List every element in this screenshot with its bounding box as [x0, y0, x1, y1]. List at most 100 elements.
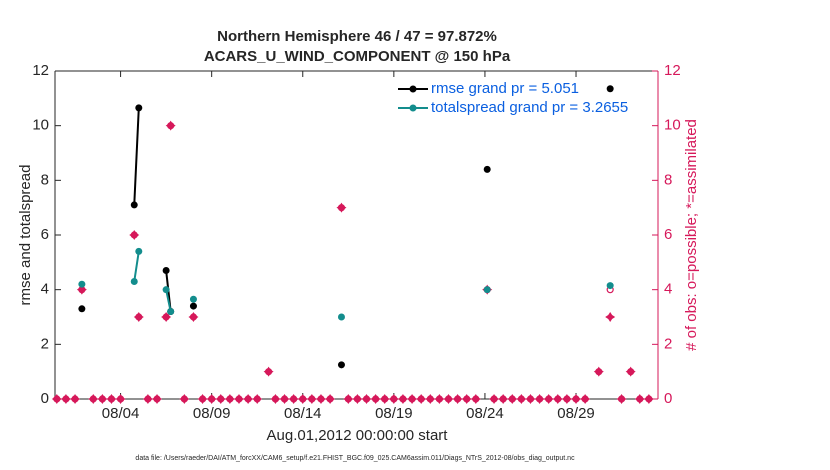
y-tick-label: 0: [41, 390, 49, 407]
series-marker: [135, 104, 143, 112]
series-marker: [483, 165, 491, 173]
assimilated-obs-marker: [434, 394, 445, 404]
assimilated-obs-marker: [379, 394, 390, 404]
series-marker: [337, 361, 345, 369]
y2-tick-label: 10: [664, 117, 681, 134]
assimilated-obs-marker: [234, 394, 244, 404]
y-tick-label: 12: [32, 62, 49, 79]
series-marker: [189, 295, 197, 303]
series-marker: [162, 267, 170, 275]
assimilated-obs-marker: [133, 312, 144, 322]
assimilated-obs-marker: [97, 394, 108, 404]
assimilated-obs-marker: [343, 394, 354, 404]
series-marker: [167, 308, 175, 316]
assimilated-obs-marker: [625, 366, 636, 377]
y-tick-label: 8: [41, 171, 49, 188]
series-marker: [78, 280, 86, 288]
assimilated-obs-marker: [580, 394, 591, 404]
assimilated-obs-marker: [534, 394, 545, 404]
assimilated-obs-marker: [498, 394, 509, 404]
assimilated-obs-marker: [470, 394, 481, 404]
series-marker: [130, 277, 138, 285]
assimilated-obs-marker: [452, 394, 463, 404]
assimilated-obs-marker: [129, 230, 140, 240]
assimilated-obs-marker: [552, 394, 563, 404]
assimilated-obs-marker: [252, 394, 263, 404]
assimilated-obs-marker: [161, 312, 172, 322]
assimilated-obs-marker: [51, 394, 62, 404]
legend-label: totalspread grand pr = 3.2655: [431, 99, 628, 116]
assimilated-obs-marker: [507, 394, 518, 404]
series-marker: [78, 305, 86, 313]
footnote: data file: /Users/raeder/DAI/ATM_forcXX/…: [135, 455, 575, 462]
x-tick-label: 08/04: [102, 405, 140, 422]
assimilated-obs-marker: [616, 394, 627, 404]
x-tick-label: 08/19: [375, 405, 413, 422]
legend-marker: [409, 85, 417, 93]
y-tick-label: 6: [41, 226, 49, 243]
assimilated-obs-marker: [270, 394, 281, 404]
assimilated-obs-marker: [315, 394, 326, 404]
assimilated-obs-marker: [263, 366, 274, 377]
assimilated-obs-marker: [88, 394, 99, 404]
assimilated-obs-marker: [370, 394, 381, 404]
assimilated-obs-marker: [224, 394, 235, 404]
assimilated-obs-marker: [76, 284, 87, 295]
assimilated-obs-marker: [525, 394, 536, 404]
assimilated-obs-marker: [407, 394, 418, 404]
x-tick-label: 08/09: [193, 405, 231, 422]
legend-marker: [409, 104, 417, 112]
series-marker: [135, 247, 143, 255]
series-marker: [483, 286, 491, 294]
chart-title: Northern Hemisphere 46 / 47 = 97.872%: [217, 28, 497, 45]
y-tick-label: 10: [32, 117, 49, 134]
assimilated-obs-marker: [288, 394, 299, 404]
assimilated-obs-marker: [443, 394, 454, 404]
y-tick-label: 2: [41, 335, 49, 352]
assimilated-obs-marker: [206, 394, 217, 404]
assimilated-obs-marker: [165, 120, 176, 131]
assimilated-obs-marker: [397, 394, 408, 404]
assimilated-obs-marker: [361, 394, 372, 404]
y2-tick-label: 2: [664, 335, 672, 352]
x-axis-label: Aug.01,2012 00:00:00 start: [267, 427, 449, 444]
assimilated-obs-marker: [279, 394, 290, 404]
assimilated-obs-marker: [115, 394, 126, 404]
plot-area: [55, 71, 658, 399]
y-tick-label: 4: [41, 281, 49, 298]
series-marker: [189, 302, 197, 310]
series-marker: [606, 85, 614, 93]
y-axis-label: rmse and totalspread: [17, 165, 34, 306]
assimilated-obs-marker: [643, 394, 654, 404]
series-marker: [337, 313, 345, 321]
assimilated-obs-marker: [179, 394, 190, 404]
x-tick-label: 08/29: [557, 405, 595, 422]
y2-tick-label: 4: [664, 281, 672, 298]
x-tick-label: 08/24: [466, 405, 504, 422]
assimilated-obs-marker: [188, 312, 199, 322]
assimilated-obs-marker: [352, 394, 363, 404]
legend-label: rmse grand pr = 5.051: [431, 80, 579, 97]
assimilated-obs-marker: [70, 394, 81, 404]
assimilated-obs-marker: [416, 394, 427, 404]
series-marker: [606, 282, 614, 290]
series-marker: [162, 286, 170, 294]
assimilated-obs-marker: [336, 202, 347, 213]
assimilated-obs-marker: [516, 394, 527, 404]
y2-tick-label: 0: [664, 390, 672, 407]
assimilated-obs-marker: [243, 394, 254, 404]
assimilated-obs-marker: [461, 394, 472, 404]
y2-tick-label: 12: [664, 62, 681, 79]
assimilated-obs-marker: [489, 394, 500, 404]
assimilated-obs-marker: [561, 394, 572, 404]
assimilated-obs-marker: [593, 366, 604, 377]
assimilated-obs-marker: [152, 394, 163, 404]
assimilated-obs-marker: [325, 394, 336, 404]
assimilated-obs-marker: [571, 394, 582, 404]
assimilated-obs-marker: [634, 394, 645, 404]
assimilated-obs-marker: [197, 394, 208, 404]
y2-tick-label: 6: [664, 226, 672, 243]
assimilated-obs-marker: [543, 394, 554, 404]
assimilated-obs-marker: [142, 394, 153, 404]
